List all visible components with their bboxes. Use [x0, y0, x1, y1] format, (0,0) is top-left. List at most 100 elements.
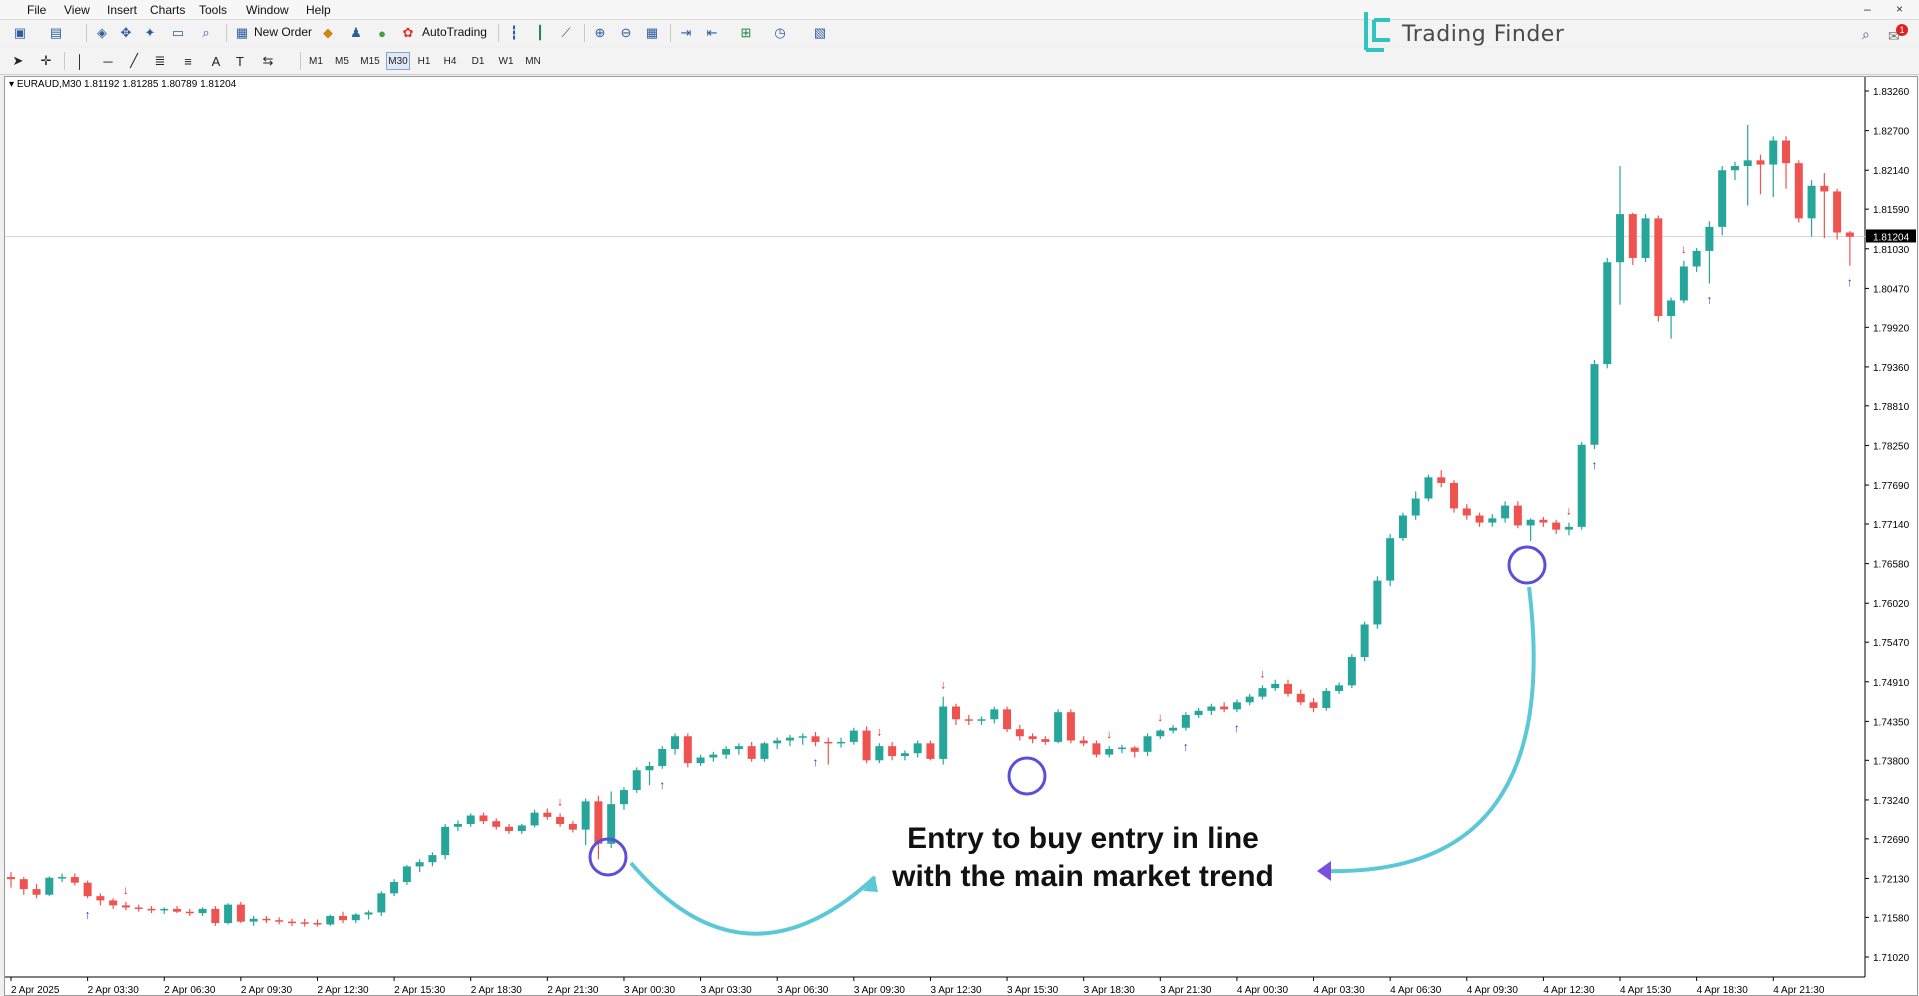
- arrows-icon[interactable]: ⇆: [262, 53, 274, 68]
- vertical-line-icon[interactable]: │: [75, 53, 85, 69]
- candle: [658, 746, 667, 769]
- fibonacci-icon[interactable]: ≡: [184, 53, 192, 69]
- autotrading-icon[interactable]: ✿: [402, 25, 414, 40]
- channel-icon[interactable]: ≣: [154, 53, 166, 68]
- terminal-icon[interactable]: ▭: [171, 25, 185, 40]
- data-window-icon[interactable]: ✥: [120, 25, 132, 40]
- candle: [1296, 689, 1305, 706]
- candle: [1807, 180, 1816, 237]
- sell-arrow-icon: ↓: [557, 794, 563, 808]
- market-icon[interactable]: ●: [378, 25, 386, 41]
- menu-tools[interactable]: Tools: [199, 3, 228, 17]
- candle: [760, 741, 769, 762]
- periods-icon[interactable]: ◷: [774, 25, 786, 40]
- main-toolbar: ▣ ▤ ◈ ✥ ✦ ▭ ⌕ ▦ New Order ◆ ♟ ● ✿ AutoTr…: [0, 20, 1919, 46]
- candle: [1424, 474, 1433, 502]
- candle: [428, 852, 437, 867]
- candle: [275, 917, 284, 925]
- chart-window[interactable]: ↑ ↑ ↑ ↑ ↑ ↑ ↑ ↑ ↓ ↓ ↓ ↓ ↓ ↓ ↓ ↓ ↓ 1.83260 1.82700 1.82140 1…: [4, 76, 1918, 996]
- tf-m5[interactable]: M5: [335, 55, 349, 67]
- zoom-out-icon[interactable]: ⊖: [620, 25, 632, 40]
- tf-m30[interactable]: M30: [386, 52, 410, 70]
- text-label-icon[interactable]: T: [236, 53, 244, 69]
- bar-chart-icon[interactable]: ┇: [510, 25, 518, 40]
- price-tick-label: 1.75470: [1873, 638, 1910, 649]
- candle: [747, 741, 756, 762]
- time-tick-label: 2 Apr 06:30: [164, 985, 216, 995]
- trendline-icon[interactable]: ╱: [130, 53, 138, 68]
- brand-name: Trading Finder: [1402, 22, 1565, 47]
- new-order-button[interactable]: New Order: [254, 25, 313, 39]
- price-tick-label: 1.74350: [1873, 717, 1910, 728]
- minimize-icon[interactable]: –: [1864, 2, 1871, 16]
- menu-view[interactable]: View: [64, 3, 90, 17]
- sell-arrow-icon: ↓: [1259, 666, 1265, 680]
- signals-icon[interactable]: ♟: [350, 25, 362, 40]
- menu-charts[interactable]: Charts: [150, 3, 186, 17]
- price-tick-label: 1.82700: [1873, 127, 1910, 138]
- strategy-tester-icon[interactable]: ⌕: [202, 25, 210, 40]
- tile-windows-icon[interactable]: ▦: [645, 25, 659, 40]
- price-tick-label: 1.81030: [1873, 245, 1910, 256]
- time-tick-label: 4 Apr 15:30: [1620, 985, 1672, 995]
- zoom-in-icon[interactable]: ⊕: [594, 25, 606, 40]
- price-tick-label: 1.77690: [1873, 481, 1910, 492]
- indicators-icon[interactable]: ⊞: [740, 25, 752, 40]
- candle: [1539, 516, 1548, 527]
- search-icon[interactable]: ⌕: [1862, 26, 1870, 42]
- market-watch-icon[interactable]: ◈: [97, 25, 107, 40]
- candle: [709, 751, 718, 762]
- candle: [1794, 160, 1803, 223]
- buy-arrow-icon: ↑: [85, 907, 91, 921]
- time-tick-label: 4 Apr 03:30: [1314, 985, 1366, 995]
- tf-h1[interactable]: H1: [417, 55, 431, 67]
- text-icon[interactable]: A: [211, 53, 221, 69]
- time-tick-label: 2 Apr 12:30: [317, 985, 369, 995]
- autoscroll-icon[interactable]: ⇥: [680, 25, 692, 40]
- candlestick-icon[interactable]: ┃: [536, 25, 544, 40]
- candle: [262, 915, 271, 924]
- tf-h4[interactable]: H4: [443, 55, 457, 67]
- candle: [1245, 693, 1254, 706]
- horizontal-line-icon[interactable]: ─: [103, 53, 113, 69]
- menu-window[interactable]: Window: [246, 3, 289, 17]
- templates-icon[interactable]: ▧: [813, 25, 827, 40]
- menu-insert[interactable]: Insert: [107, 3, 138, 17]
- profiles-icon[interactable]: ▤: [49, 25, 63, 40]
- autotrading-button[interactable]: AutoTrading: [422, 25, 487, 39]
- navigator-icon[interactable]: ✦: [144, 25, 156, 40]
- close-icon[interactable]: ×: [1896, 2, 1904, 16]
- time-tick-label: 2 Apr 2025: [11, 985, 60, 995]
- tf-mn[interactable]: MN: [525, 55, 541, 67]
- new-chart-icon[interactable]: ▣: [13, 25, 27, 40]
- chart-shift-icon[interactable]: ⇤: [706, 25, 718, 40]
- cursor-icon[interactable]: ➤: [12, 53, 24, 68]
- candle: [1003, 706, 1012, 733]
- price-tick-label: 1.78250: [1873, 441, 1910, 452]
- menu-file[interactable]: File: [27, 3, 47, 17]
- crosshair-icon[interactable]: ✛: [40, 53, 52, 68]
- candle: [811, 732, 820, 747]
- tf-m15[interactable]: M15: [360, 55, 380, 67]
- candle: [1475, 512, 1484, 527]
- candle: [1130, 746, 1139, 758]
- candle: [1054, 709, 1063, 744]
- notifications-icon[interactable]: ✉ 1: [1888, 24, 1908, 44]
- tf-w1[interactable]: W1: [498, 55, 514, 67]
- tf-m1[interactable]: M1: [309, 55, 323, 67]
- menu-help[interactable]: Help: [306, 3, 331, 17]
- candle: [441, 823, 450, 860]
- tf-d1[interactable]: D1: [471, 55, 485, 67]
- candle: [1603, 257, 1612, 369]
- price-tick-label: 1.71580: [1873, 913, 1910, 924]
- time-tick-label: 3 Apr 00:30: [624, 985, 676, 995]
- sell-arrow-icon: ↓: [940, 678, 946, 692]
- time-tick-label: 2 Apr 09:30: [241, 985, 293, 995]
- candle: [1641, 214, 1650, 263]
- price-chart[interactable]: ↑ ↑ ↑ ↑ ↑ ↑ ↑ ↑ ↓ ↓ ↓ ↓ ↓ ↓ ↓ ↓ ↓ 1.83260 1.82700 1.82140 1…: [5, 77, 1917, 995]
- candle: [722, 746, 731, 759]
- metaeditor-icon[interactable]: ◆: [323, 25, 333, 40]
- line-chart-icon[interactable]: ⟋: [561, 25, 571, 40]
- sell-arrow-icon: ↓: [1566, 504, 1572, 518]
- new-order-icon[interactable]: ▦: [235, 25, 249, 40]
